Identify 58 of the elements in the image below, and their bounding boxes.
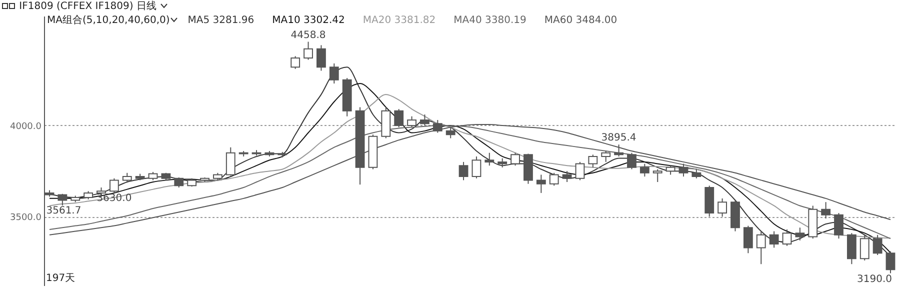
candlestick (588, 154, 598, 168)
candlestick (458, 161, 468, 181)
candlestick (174, 176, 184, 188)
annotation: 4458.8 (290, 30, 326, 41)
candlestick (420, 114, 430, 126)
y-tick-label: 4000.0 (10, 122, 42, 132)
candlestick (446, 126, 456, 139)
text: MA20 3381.82 (362, 15, 436, 26)
candlestick (536, 174, 546, 194)
candlestick (109, 178, 119, 194)
candlestick (666, 165, 676, 176)
y-tick-label: 3500.0 (10, 213, 42, 224)
candlestick (58, 193, 68, 206)
candlestick (860, 234, 870, 261)
annotation: 3895.4 (601, 132, 636, 144)
candlestick (743, 225, 753, 254)
annotation: 3190.0 (857, 274, 892, 285)
candlestick (498, 158, 508, 168)
candlestick (627, 152, 636, 170)
candlestick (316, 44, 326, 72)
text: MA40 3380.19 (454, 15, 526, 26)
annotation: 3630.0 (96, 192, 132, 204)
candlestick (652, 168, 662, 183)
candlestick (769, 230, 779, 248)
text: MA60 3484.00 (544, 15, 618, 26)
chart-title: IF1809 (CFFEX IF1809) 日线 (18, 0, 158, 14)
candlestick (678, 163, 688, 178)
candlestick (834, 212, 844, 240)
candlestick (614, 144, 624, 157)
annotation: 197天 (46, 272, 76, 285)
candlestick (290, 56, 300, 70)
candlestick (692, 168, 702, 179)
candlestick (226, 146, 236, 176)
candlestick (640, 163, 650, 178)
candlestick (329, 62, 339, 84)
candlestick (510, 152, 520, 166)
candlestick (756, 230, 766, 265)
candlestick (407, 116, 416, 128)
candlestick (886, 250, 896, 274)
candlestick (846, 232, 856, 265)
candlestick (122, 172, 132, 183)
candlestick (575, 161, 585, 181)
candlestick (601, 150, 611, 162)
candlestick (782, 228, 792, 246)
candlestick (484, 152, 494, 166)
text: MA10 3302.42 (272, 15, 345, 26)
candlestick (304, 41, 313, 60)
candlestick (394, 108, 404, 128)
annotation: 3561.7 (46, 205, 82, 216)
candlestick (549, 172, 559, 186)
candlestick (872, 234, 882, 256)
candlestick (562, 170, 572, 183)
candlestick (718, 198, 728, 218)
chart-subtitle: MA组合(5,10,20,40,60,0) (47, 15, 171, 26)
candlestick (821, 202, 831, 219)
candlestick (472, 156, 482, 179)
legend-label: MA5 3281.96 (188, 15, 254, 26)
candlestick (795, 227, 805, 241)
